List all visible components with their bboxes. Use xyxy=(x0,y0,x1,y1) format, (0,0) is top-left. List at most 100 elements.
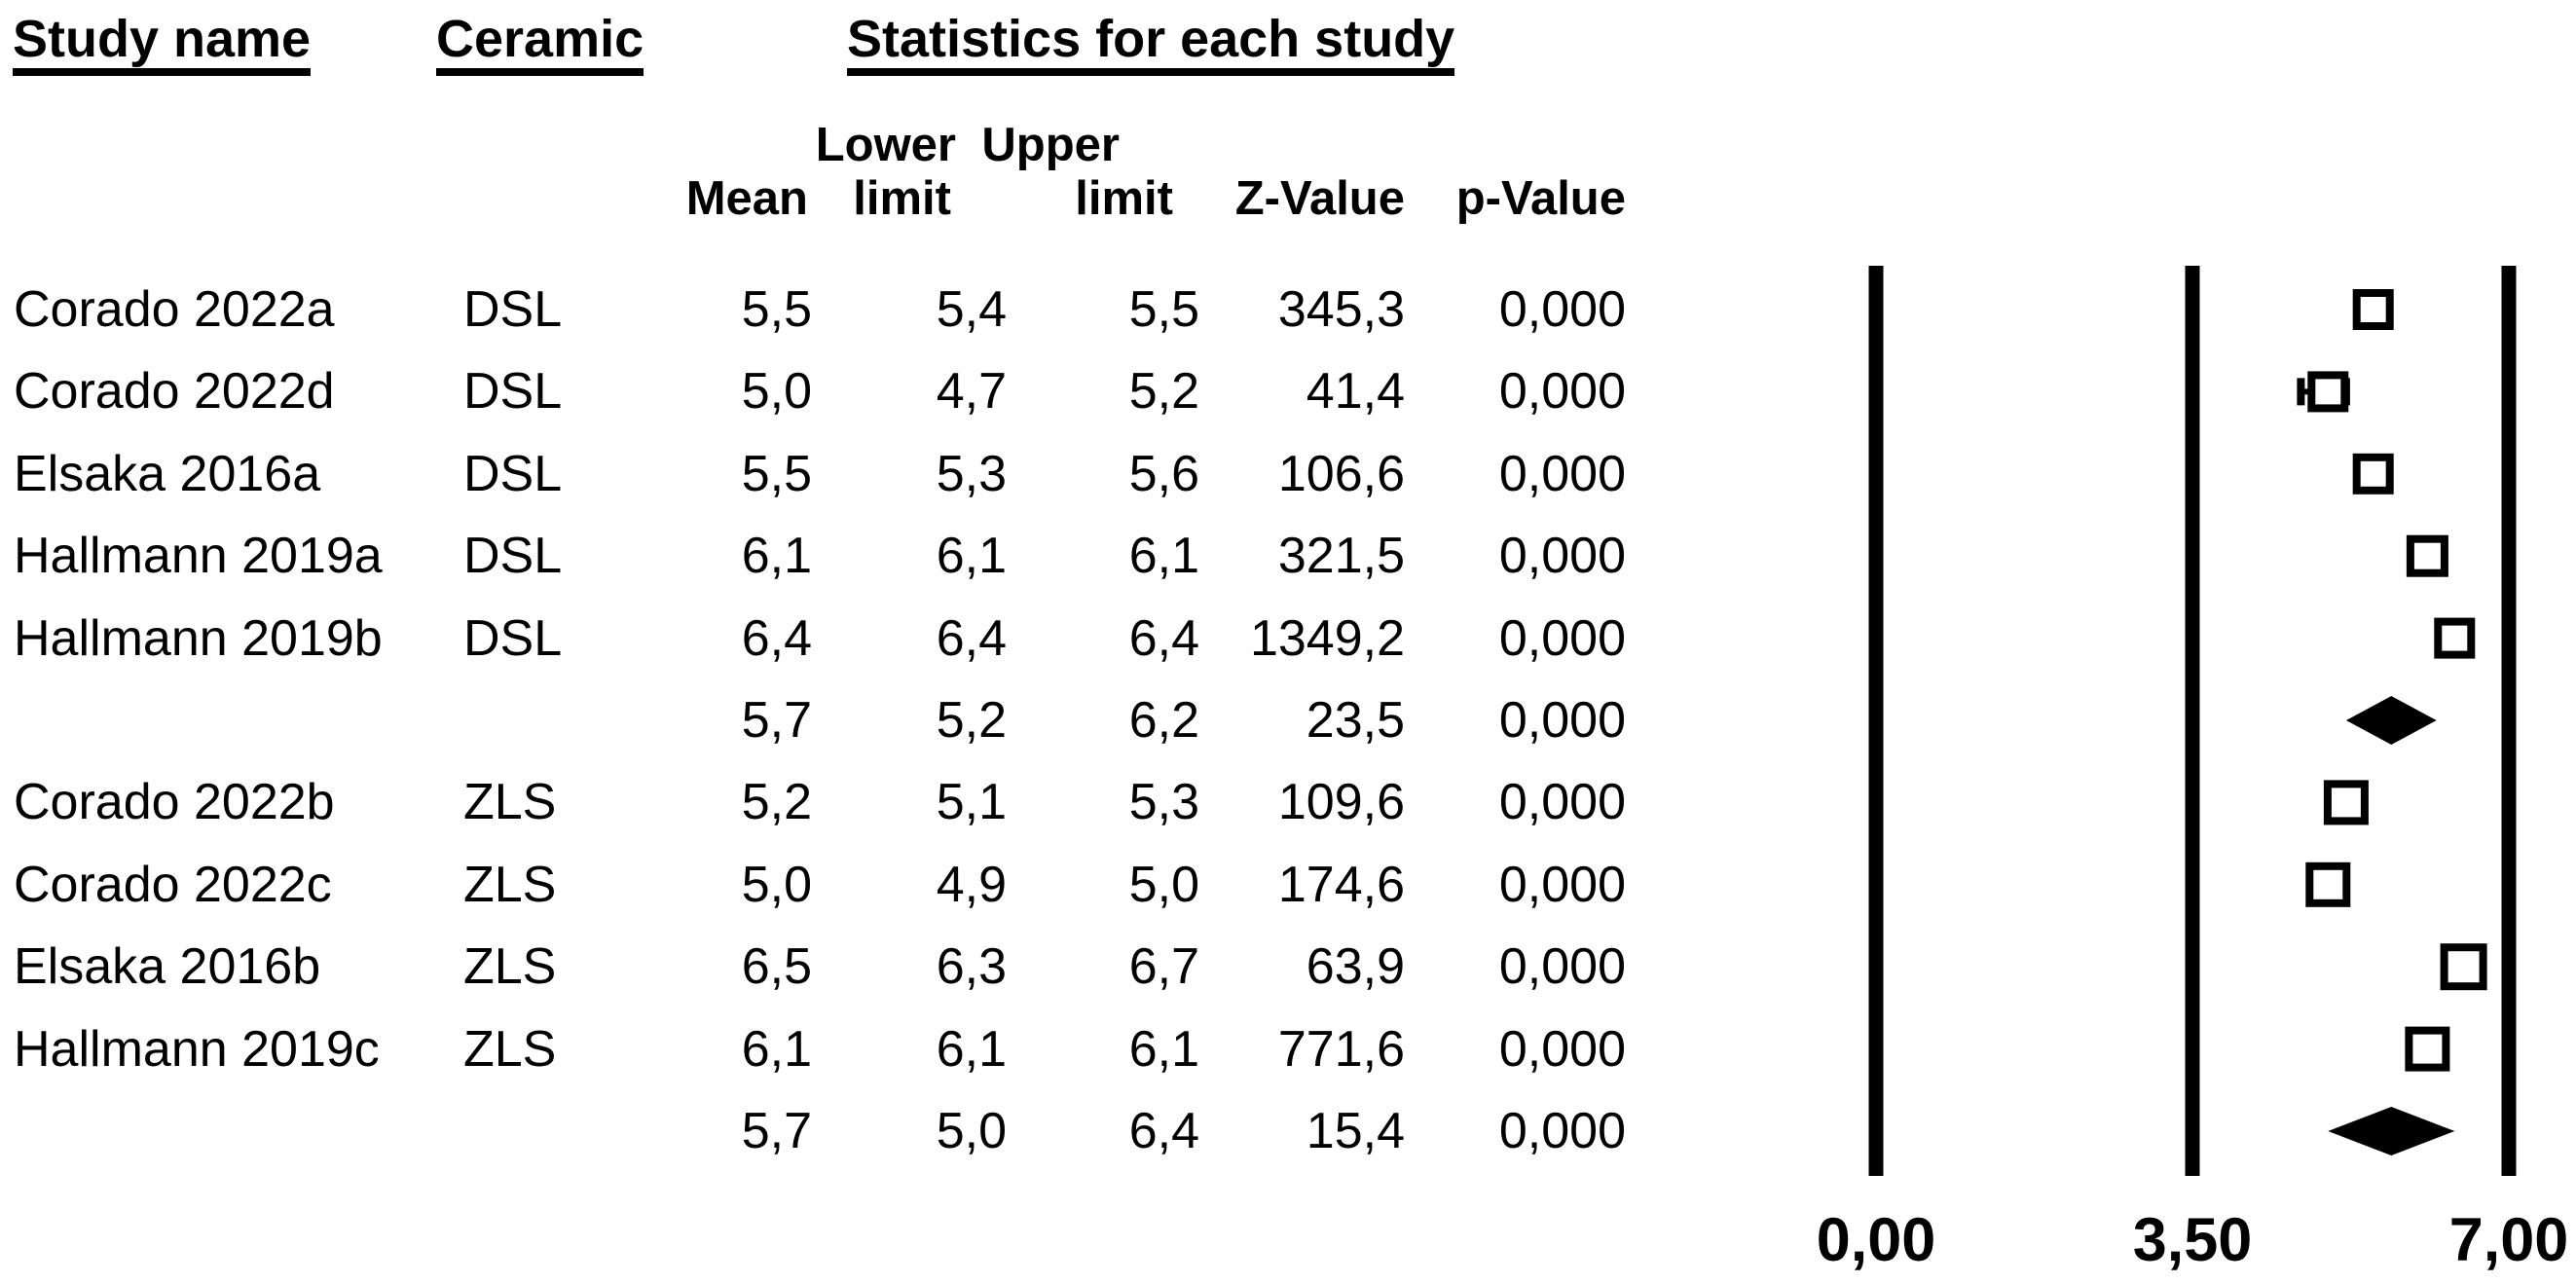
summary-diamond-marker xyxy=(2328,1107,2455,1155)
mean-cell: 6,1 xyxy=(741,1021,812,1078)
stats-group-header: Statistics for each study xyxy=(847,12,1455,76)
study-name-cell: Corado 2022b xyxy=(14,774,335,830)
axis-line xyxy=(2185,266,2200,1176)
p-value-cell: 0,000 xyxy=(1498,938,1626,995)
p-value-header: p-Value xyxy=(1455,172,1626,225)
z-value-cell: 174,6 xyxy=(1277,857,1405,913)
p-value-cell: 0,000 xyxy=(1498,692,1626,749)
z-value-header: Z-Value xyxy=(1234,172,1405,225)
lower-limit-cell: 6,1 xyxy=(936,528,1007,584)
axis-line xyxy=(1868,266,1884,1176)
z-value-cell: 109,6 xyxy=(1277,774,1405,830)
upper-limit-cell: 6,4 xyxy=(1128,610,1199,667)
study-square-marker xyxy=(2406,534,2448,577)
upper-limit-cell: 6,1 xyxy=(1128,528,1199,584)
study-name-cell: Elsaka 2016b xyxy=(14,938,321,995)
ceramic-cell: DSL xyxy=(463,610,563,667)
mean-header: Mean xyxy=(685,172,808,225)
lower-limit-cell: 5,4 xyxy=(936,281,1007,338)
mean-cell: 5,7 xyxy=(741,692,812,749)
lower-limit-cell: 5,2 xyxy=(936,692,1007,749)
table-row: Corado 2022c ZLS 5,0 4,9 5,0 174,6 0,000 xyxy=(0,855,2576,915)
upper-limit-cell: 5,2 xyxy=(1128,363,1199,420)
study-name-cell: Hallmann 2019b xyxy=(14,610,383,667)
mean-cell: 6,4 xyxy=(741,610,812,667)
study-name-cell: Hallmann 2019c xyxy=(14,1021,380,1078)
ceramic-cell: ZLS xyxy=(463,1021,557,1078)
p-value-cell: 0,000 xyxy=(1498,528,1626,584)
p-value-cell: 0,000 xyxy=(1498,281,1626,338)
mean-cell: 5,5 xyxy=(741,446,812,502)
study-name-cell: Hallmann 2019a xyxy=(14,528,383,584)
upper-limit-cell: 5,3 xyxy=(1128,774,1199,830)
z-value-cell: 771,6 xyxy=(1277,1021,1405,1078)
mean-cell: 5,5 xyxy=(741,281,812,338)
ceramic-cell: ZLS xyxy=(463,774,557,830)
upper-limit-cell: 6,4 xyxy=(1128,1103,1199,1159)
lower-header: Lower xyxy=(815,119,956,171)
z-value-cell: 63,9 xyxy=(1306,938,1405,995)
p-value-cell: 0,000 xyxy=(1498,857,1626,913)
axis-tick-label: 0,00 xyxy=(1816,1206,1936,1274)
z-value-cell: 345,3 xyxy=(1277,281,1405,338)
upper-header: Upper xyxy=(981,119,1120,171)
study-name-cell: Corado 2022a xyxy=(14,281,335,338)
study-square-marker xyxy=(2352,453,2394,495)
ceramic-cell: DSL xyxy=(463,363,563,420)
upper-limit-cell: 6,7 xyxy=(1128,938,1199,995)
upper-limit-cell: 5,6 xyxy=(1128,446,1199,502)
z-value-cell: 41,4 xyxy=(1306,363,1405,420)
axis-tick-label: 3,50 xyxy=(2132,1206,2253,1274)
ceramic-cell: ZLS xyxy=(463,938,557,995)
lower-limit-cell: 6,1 xyxy=(936,1021,1007,1078)
study-square-marker xyxy=(2352,289,2394,330)
z-value-cell: 321,5 xyxy=(1277,528,1405,584)
lower-limit-cell: 5,0 xyxy=(936,1103,1007,1159)
lower-limit-cell: 6,4 xyxy=(936,610,1007,667)
table-row: 5,7 5,0 6,4 15,4 0,000 xyxy=(0,1101,2576,1161)
table-row: Corado 2022d DSL 5,0 4,7 5,2 41,4 0,000 xyxy=(0,361,2576,422)
study-square-marker xyxy=(2405,1026,2450,1072)
z-value-cell: 15,4 xyxy=(1306,1103,1405,1159)
table-row: Hallmann 2019c ZLS 6,1 6,1 6,1 771,6 0,000 xyxy=(0,1019,2576,1080)
ceramic-header: Ceramic xyxy=(436,12,644,76)
mean-cell: 5,2 xyxy=(741,774,812,830)
study-name-header: Study name xyxy=(13,12,312,76)
upper-limit-cell: 5,5 xyxy=(1128,281,1199,338)
study-square-marker xyxy=(2434,617,2476,659)
mean-cell: 6,5 xyxy=(741,938,812,995)
lower-limit-cell: 5,3 xyxy=(936,446,1007,502)
upper-limit-cell: 5,0 xyxy=(1128,857,1199,913)
upper-limit-cell: 6,1 xyxy=(1128,1021,1199,1078)
table-row: Elsaka 2016b ZLS 6,5 6,3 6,7 63,9 0,000 xyxy=(0,936,2576,997)
table-row: Elsaka 2016a DSL 5,5 5,3 5,6 106,6 0,000 xyxy=(0,444,2576,504)
axis-tick-label: 7,00 xyxy=(2448,1206,2569,1274)
p-value-cell: 0,000 xyxy=(1498,1103,1626,1159)
z-value-cell: 23,5 xyxy=(1306,692,1405,749)
upper-limit-cell: 6,2 xyxy=(1128,692,1199,749)
lower-limit-cell: 4,9 xyxy=(936,857,1007,913)
p-value-cell: 0,000 xyxy=(1498,774,1626,830)
table-row: Hallmann 2019a DSL 6,1 6,1 6,1 321,5 0,000 xyxy=(0,526,2576,586)
mean-cell: 5,0 xyxy=(741,857,812,913)
study-name-cell: Corado 2022c xyxy=(14,857,332,913)
study-name-cell: Corado 2022d xyxy=(14,363,335,420)
table-row: Corado 2022b ZLS 5,2 5,1 5,3 109,6 0,000 xyxy=(0,772,2576,832)
axis-line xyxy=(2501,266,2517,1176)
lower-limit-cell: 6,3 xyxy=(936,938,1007,995)
z-value-cell: 106,6 xyxy=(1277,446,1405,502)
mean-cell: 5,7 xyxy=(741,1103,812,1159)
p-value-cell: 0,000 xyxy=(1498,1021,1626,1078)
z-value-cell: 1349,2 xyxy=(1249,610,1405,667)
study-square-marker xyxy=(2323,780,2369,825)
study-square-marker xyxy=(2305,861,2351,907)
p-value-cell: 0,000 xyxy=(1498,446,1626,502)
lower-limit-header: limit xyxy=(853,172,951,225)
ceramic-cell: ZLS xyxy=(463,857,557,913)
ceramic-cell: DSL xyxy=(463,446,563,502)
lower-limit-cell: 4,7 xyxy=(936,363,1007,420)
